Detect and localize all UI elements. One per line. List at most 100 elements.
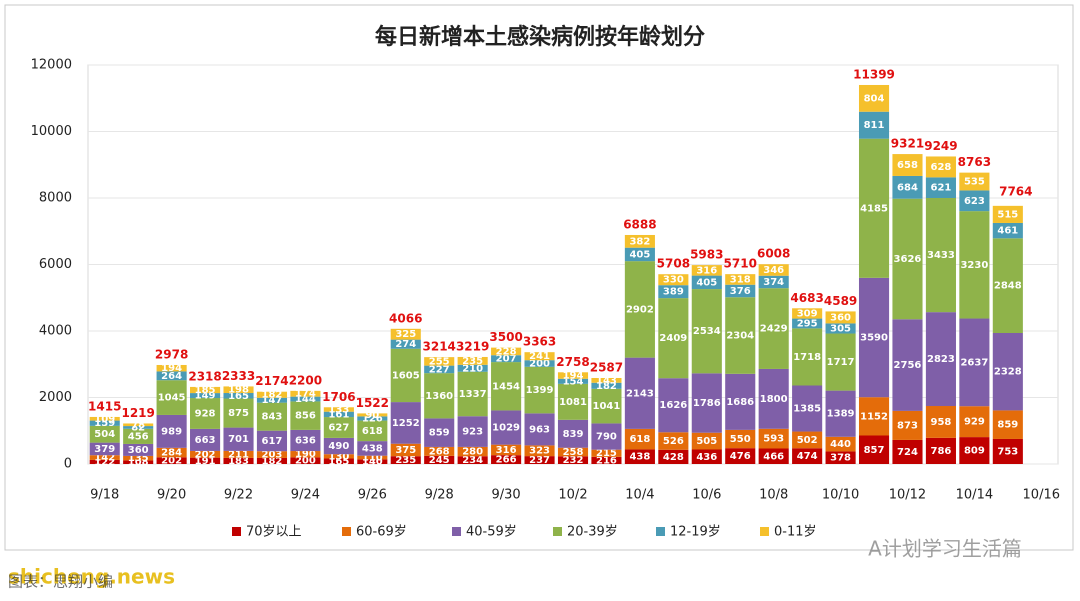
segment-label: 182 — [262, 390, 283, 401]
bar-segment — [992, 332, 1023, 411]
bar-segment — [624, 357, 655, 429]
bar-segment — [89, 459, 120, 464]
bar-segment — [491, 444, 522, 456]
segment-label: 1786 — [693, 398, 721, 409]
segment-label: 232 — [563, 455, 584, 466]
segment-label: 202 — [195, 449, 216, 460]
segment-label: 182 — [262, 456, 283, 467]
total-label: 11399 — [853, 67, 895, 81]
segment-label: 154 — [563, 376, 584, 387]
bar-segment — [691, 373, 722, 433]
bar-segment — [524, 352, 555, 361]
bar-segment — [323, 454, 354, 459]
segment-label: 190 — [295, 449, 316, 460]
bar-segment — [457, 364, 488, 372]
legend-label: 40-59岁 — [466, 525, 517, 540]
y-tick-label: 2000 — [39, 390, 72, 405]
bar-segment — [156, 371, 187, 381]
segment-label: 82 — [131, 422, 145, 433]
bar-segment — [624, 428, 655, 450]
segment-label: 923 — [462, 427, 483, 438]
x-tick-label: 10/8 — [759, 488, 788, 503]
bar-segment — [123, 443, 154, 456]
bar-segment — [624, 261, 655, 358]
bar-segment — [825, 390, 856, 437]
bar-segment — [457, 456, 488, 464]
watermark: A计划学习生活篇 — [868, 537, 1022, 561]
bar-segment — [190, 398, 221, 429]
segment-label: 183 — [228, 456, 249, 467]
y-tick-label: 10000 — [31, 124, 72, 139]
legend-label: 0-11岁 — [774, 525, 817, 540]
bar-segment — [825, 451, 856, 464]
bar-segment — [591, 449, 622, 457]
segment-label: 466 — [763, 451, 784, 462]
segment-label: 515 — [997, 209, 1018, 220]
segment-label: 724 — [897, 447, 918, 458]
site-watermark: shicheng.news — [8, 565, 175, 589]
segment-label: 360 — [830, 312, 851, 323]
segment-label: 200 — [295, 456, 316, 467]
segment-label: 382 — [629, 236, 650, 247]
segment-label: 502 — [797, 435, 818, 446]
segment-label: 623 — [964, 196, 985, 207]
bar-segment — [424, 418, 455, 447]
bar-segment — [491, 362, 522, 411]
bar-segment — [925, 198, 956, 313]
bar-segment — [792, 431, 823, 449]
bar-segment — [691, 432, 722, 450]
segment-label: 989 — [161, 426, 182, 437]
segment-label: 325 — [395, 329, 416, 340]
bar-segment — [223, 450, 254, 458]
segment-label: 264 — [161, 371, 182, 382]
segment-label: 476 — [730, 451, 751, 462]
x-tick-label: 10/16 — [1023, 488, 1060, 503]
bar-segment — [691, 275, 722, 290]
total-label: 1219 — [121, 406, 154, 420]
legend-label: 12-19岁 — [670, 525, 721, 540]
bar-segment — [825, 311, 856, 324]
bar-segment — [591, 423, 622, 450]
total-label: 8763 — [958, 155, 991, 169]
bar-segment — [390, 339, 421, 349]
segment-label: 1717 — [827, 357, 855, 368]
segment-label: 194 — [161, 363, 182, 374]
segment-label: 280 — [462, 447, 483, 458]
bar-segment — [892, 410, 923, 440]
segment-label: 165 — [328, 456, 349, 467]
segment-label: 1385 — [793, 404, 821, 415]
bar-segment — [725, 429, 756, 449]
total-label: 7764 — [999, 184, 1032, 198]
total-label: 2174 — [255, 374, 288, 388]
segment-label: 110 — [362, 453, 383, 464]
bar-segment — [89, 455, 120, 460]
bar-segment — [725, 373, 756, 430]
segment-label: 245 — [429, 455, 450, 466]
bar-segment — [223, 398, 254, 428]
segment-label: 378 — [830, 453, 851, 464]
bar-segment — [491, 347, 522, 356]
segment-label: 2328 — [994, 367, 1022, 378]
y-tick-label: 6000 — [39, 257, 72, 272]
segment-label: 266 — [496, 455, 517, 466]
bar-segment — [457, 356, 488, 365]
total-label: 3219 — [456, 339, 489, 353]
bar-segment — [290, 401, 321, 430]
bar-segment — [223, 457, 254, 464]
segment-label: 2429 — [760, 324, 788, 335]
bar-segment — [357, 455, 388, 460]
bar-segment — [758, 264, 789, 276]
segment-label: 255 — [429, 356, 450, 367]
segment-label: 438 — [629, 452, 650, 463]
x-tick-label: 10/2 — [558, 488, 587, 503]
segment-label: 684 — [897, 182, 918, 193]
segment-label: 360 — [128, 445, 149, 456]
bar-segment — [256, 402, 288, 431]
segment-label: 1041 — [593, 401, 621, 412]
total-label: 6008 — [757, 247, 790, 261]
bar-segment — [691, 289, 722, 374]
segment-label: 241 — [529, 351, 550, 362]
bar-segment — [524, 360, 555, 367]
segment-label: 2304 — [726, 331, 754, 342]
segment-label: 405 — [696, 277, 717, 288]
